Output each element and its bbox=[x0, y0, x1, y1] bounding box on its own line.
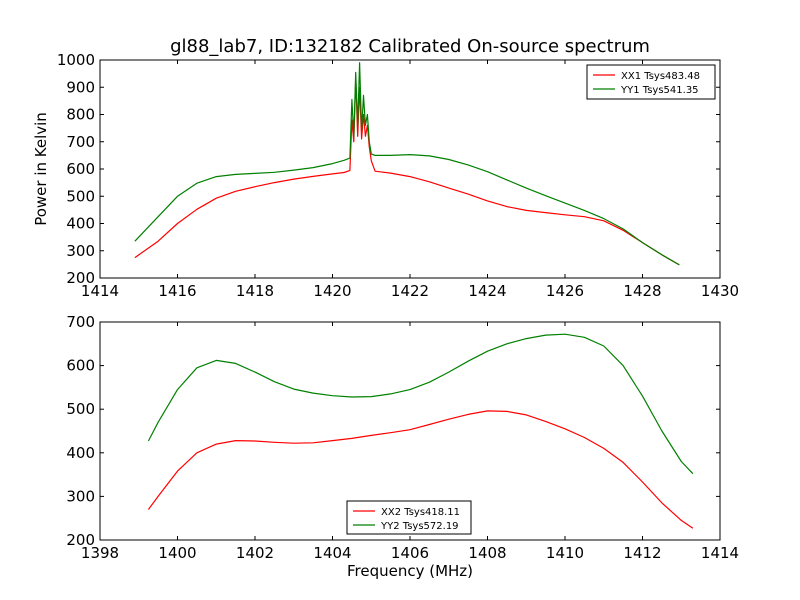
legend-entry: YY1 Tsys541.35 bbox=[620, 85, 699, 96]
y-tick-label: 800 bbox=[66, 106, 95, 124]
legend: XX2 Tsys418.11 YY2 Tsys572.19 bbox=[346, 500, 472, 535]
x-tick-label: 1430 bbox=[701, 282, 739, 300]
y-tick-label: 200 bbox=[66, 531, 95, 549]
x-tick-label: 1424 bbox=[468, 282, 506, 300]
x-tick-label: 1406 bbox=[391, 544, 429, 562]
y-tick-label: 200 bbox=[66, 269, 95, 287]
y-tick-label: 300 bbox=[66, 242, 95, 260]
x-tick-label: 1414 bbox=[81, 282, 119, 300]
x-tick-label: 1416 bbox=[158, 282, 196, 300]
subplot-1: 1414 1416 1418 1420 1422 1424 1426 1428 1430 200 3… bbox=[32, 36, 739, 300]
y-tick-label: 700 bbox=[66, 313, 95, 331]
legend-entry: YY2 Tsys572.19 bbox=[380, 521, 459, 532]
series-line-yy2 bbox=[147, 333, 694, 475]
y-tick-label: 600 bbox=[66, 357, 95, 375]
x-tick-label: 1404 bbox=[313, 544, 351, 562]
series-line-xx2 bbox=[147, 410, 694, 529]
x-axis-label: Frequency (MHz) bbox=[347, 562, 473, 580]
legend-box bbox=[586, 64, 716, 100]
y-tick-label: 600 bbox=[66, 160, 95, 178]
y-tick-label: 500 bbox=[66, 400, 95, 418]
series-line-yy1 bbox=[134, 62, 680, 266]
legend: XX1 Tsys483.48 YY1 Tsys541.35 bbox=[586, 64, 716, 100]
x-tick-label: 1402 bbox=[236, 544, 274, 562]
x-tick-label: 1428 bbox=[623, 282, 661, 300]
y-tick-label: 500 bbox=[66, 187, 95, 205]
y-axis-label: Power in Kelvin bbox=[32, 112, 50, 226]
y-tick-label: 700 bbox=[66, 133, 95, 151]
x-tick-label: 1426 bbox=[546, 282, 584, 300]
x-tick-label: 1414 bbox=[701, 544, 739, 562]
subplot-2: 1398 1400 1402 1404 1406 1408 1410 1412 1414 200 3… bbox=[66, 313, 739, 580]
y-tick-label: 400 bbox=[66, 215, 95, 233]
x-tick-label: 1422 bbox=[391, 282, 429, 300]
y-tick-label: 1000 bbox=[57, 51, 95, 69]
x-tick-label: 1410 bbox=[546, 544, 584, 562]
y-tick-label: 300 bbox=[66, 487, 95, 505]
x-tick-label: 1412 bbox=[623, 544, 661, 562]
x-tick-label: 1400 bbox=[158, 544, 196, 562]
x-tick-label: 1408 bbox=[468, 544, 506, 562]
legend-entry: XX1 Tsys483.48 bbox=[621, 71, 700, 82]
series-line-xx1 bbox=[134, 78, 680, 266]
x-tick-label: 1398 bbox=[81, 544, 119, 562]
y-tick-label: 900 bbox=[66, 78, 95, 96]
x-tick-label: 1418 bbox=[236, 282, 274, 300]
legend-entry: XX2 Tsys418.11 bbox=[381, 507, 460, 518]
legend-box bbox=[346, 500, 472, 535]
chart-title: gl88_lab7, ID:132182 Calibrated On-sourc… bbox=[170, 36, 650, 57]
x-tick-label: 1420 bbox=[313, 282, 351, 300]
y-tick-label: 400 bbox=[66, 444, 95, 462]
